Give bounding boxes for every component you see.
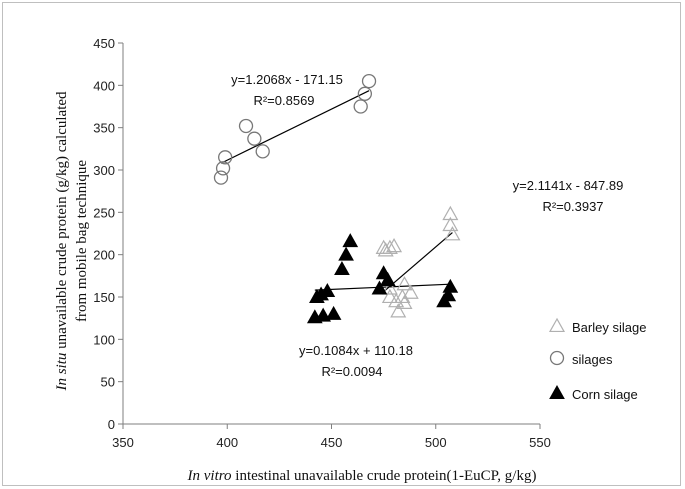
x-tick-label: 550	[529, 435, 551, 450]
legend: Barley silage silages Corn silage	[548, 317, 646, 402]
data-points	[213, 73, 461, 324]
legend-marker-corn-silage	[549, 384, 565, 399]
x-tick-label: 450	[321, 435, 343, 450]
trendline-3-r2: R²=0.0094	[321, 364, 382, 379]
silages-point	[247, 131, 262, 146]
y-axis-label-line1: In situ unavailable crude protein (g/kg)…	[54, 91, 70, 392]
silages-point	[218, 150, 233, 165]
corn-silage-point	[319, 283, 336, 298]
barley-silage-point	[381, 288, 398, 304]
y-tick-label: 400	[93, 78, 115, 93]
trendline-1	[220, 90, 370, 164]
silages-point	[353, 99, 368, 114]
silages-point	[255, 144, 270, 159]
tick-labels: 0 50 100 150 200 250 300 350 400 450 350 400 450 500 5…	[93, 36, 551, 450]
corn-silage-point	[338, 246, 354, 261]
y-tick-label: 50	[101, 375, 115, 390]
silages-point	[361, 73, 377, 89]
corn-silage-point	[334, 261, 350, 276]
barley-silage-point	[381, 280, 398, 295]
trendlines	[220, 90, 453, 293]
y-axis-label-line2: from mobile bag technique	[74, 160, 90, 322]
corn-silage-point	[379, 272, 396, 287]
trendline-2	[383, 232, 453, 293]
trendline-2-equation: y=2.1141x - 847.89	[513, 178, 624, 193]
x-axis-label-rest: intestinal unavailable crude protein(1-E…	[232, 468, 537, 484]
barley-silage-point	[402, 284, 419, 299]
y-tick-label: 200	[93, 248, 115, 263]
x-tick-label: 400	[216, 435, 238, 450]
x-tick-label: 500	[425, 435, 447, 450]
axes	[118, 42, 541, 429]
barley-silage-point	[442, 205, 459, 221]
barley-silage-point	[388, 293, 405, 308]
silages-point	[213, 170, 229, 185]
corn-silage-point	[442, 278, 459, 293]
y-tick-label: 100	[93, 332, 115, 347]
y-tick-label: 450	[93, 36, 115, 51]
barley-silage-point	[444, 226, 461, 241]
barley-silage-point	[396, 294, 413, 309]
y-tick-label: 300	[93, 163, 115, 178]
barley-silage-point	[390, 303, 407, 318]
corn-silage-point	[342, 233, 359, 248]
legend-label-barley-silage: Barley silage	[572, 320, 646, 335]
barley-silage-point	[381, 239, 398, 254]
trendline-2-r2: R²=0.3937	[542, 199, 603, 214]
silages-point	[215, 161, 231, 176]
legend-marker-silages	[549, 350, 565, 366]
legend-label-silages: silages	[572, 352, 613, 367]
y-tick-label: 350	[93, 121, 115, 136]
corn-silage-point	[325, 305, 342, 320]
x-axis-label-italic: In vitro	[187, 468, 233, 484]
silages-point	[357, 86, 373, 101]
x-tick-label: 350	[112, 435, 134, 450]
y-axis-label-line1-rest: unavailable crude protein (g/kg) calcula…	[54, 91, 70, 353]
y-tick-label: 250	[93, 205, 115, 220]
barley-silage-point	[377, 242, 394, 257]
y-tick-label: 0	[108, 417, 115, 432]
corn-silage-point	[371, 280, 388, 295]
trendline-3-equation: y=0.1084x + 110.18	[299, 343, 413, 358]
trendline-1-r2: R²=0.8569	[253, 93, 314, 108]
y-axis-label-italic: In situ	[54, 353, 70, 392]
y-tick-label: 150	[93, 290, 115, 305]
corn-silage-point	[440, 287, 457, 302]
silages-point	[238, 118, 254, 134]
legend-label-corn-silage: Corn silage	[572, 387, 638, 402]
legend-markers	[548, 317, 566, 399]
x-axis-label: In vitro intestinal unavailable crude pr…	[187, 468, 537, 484]
barley-silage-point	[394, 288, 411, 304]
corn-silage-point	[315, 307, 332, 322]
trendline-1-equation: y=1.2068x - 171.15	[231, 72, 343, 87]
legend-marker-barley-silage	[548, 317, 566, 333]
barley-silage-point	[396, 276, 413, 291]
barley-silage-point	[386, 237, 403, 253]
